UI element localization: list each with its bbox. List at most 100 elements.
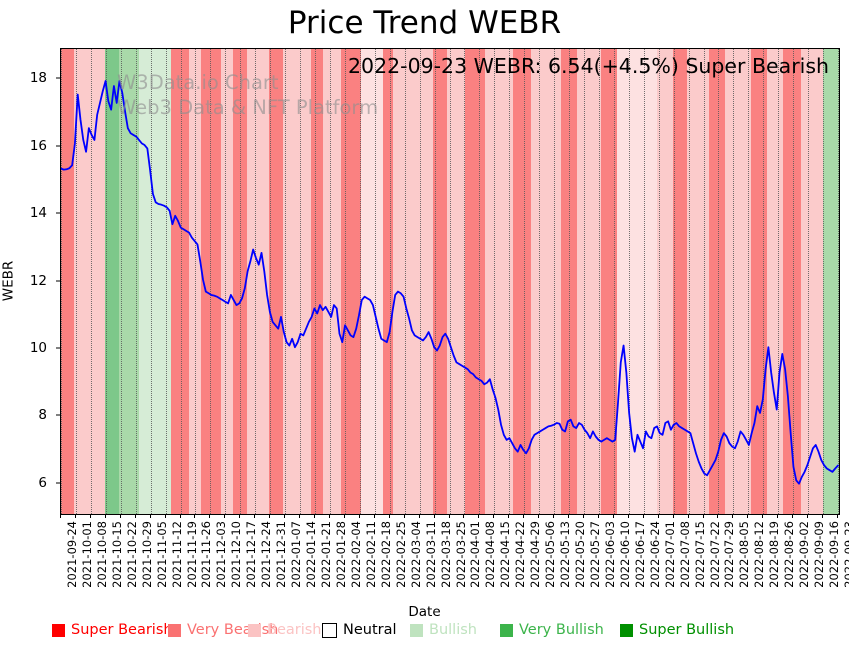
gridline-vertical [105,49,107,514]
sentiment-band [341,49,361,514]
x-axis-tick [299,514,301,518]
gridline-vertical [389,49,391,514]
sentiment-band [673,49,687,514]
legend-item[interactable]: Bearish [248,617,322,643]
x-axis-tick [314,514,316,518]
x-axis-tick-label: 2022-05-13 [558,521,573,588]
legend-item[interactable]: Neutral [322,617,397,643]
gridline-vertical [285,49,287,514]
x-axis-tick-label: 2022-07-22 [707,521,722,588]
x-axis-tick [448,514,450,518]
x-axis-tick [209,514,211,518]
gridline-vertical [509,49,511,514]
x-axis-tick-label: 2021-12-31 [274,521,289,588]
y-axis-tick [56,414,60,416]
x-axis-tick [194,514,196,518]
x-axis-tick-label: 2022-03-11 [423,521,438,588]
x-axis-tick [657,514,659,518]
plot-area: W3Data.io Chart Web3 Data & NFT Platform… [60,48,840,515]
sentiment-band [189,49,201,514]
sentiment-band [531,49,561,514]
x-axis-tick-label: 2021-10-15 [109,521,124,588]
sentiment-band [383,49,393,514]
legend-label: Very Bullish [519,622,604,638]
gridline-vertical [643,49,645,514]
gridline-vertical [165,49,167,514]
legend-item[interactable]: Very Bullish [500,617,604,643]
y-axis-tick-label: 16 [29,137,47,154]
gridline-vertical [434,49,436,514]
x-axis-tick-label: 2022-08-26 [782,521,797,588]
x-axis-tick [702,514,704,518]
x-axis-tick [433,514,435,518]
sentiment-band [361,49,383,514]
gridline-vertical [300,49,302,514]
x-axis-tick [358,514,360,518]
gridline-vertical [120,49,122,514]
y-axis-tick-label: 14 [29,205,47,222]
x-axis-tick [672,514,674,518]
price-line-series [61,80,839,485]
x-axis-tick [328,514,330,518]
x-axis-tick-label: 2022-01-14 [304,521,319,588]
x-axis-tick-label: 2022-07-29 [722,521,737,588]
x-axis-tick-label: 2022-07-01 [662,521,677,588]
y-axis: 6 8 10 12 14 16 18 [0,48,60,513]
x-axis-tick [732,514,734,518]
sentiment-band [247,49,269,514]
gridline-vertical [778,49,780,514]
gridline-vertical [733,49,735,514]
x-axis-tick [89,514,91,518]
sentiment-band [801,49,823,514]
x-axis-tick-label: 2022-02-11 [363,521,378,588]
sentiment-band [105,49,119,514]
x-axis-tick-label: 2022-08-19 [767,521,782,588]
legend-item[interactable]: Super Bearish [52,617,173,643]
x-axis-tick [807,514,809,518]
x-axis-tick-label: 2022-09-02 [797,521,812,588]
y-axis-tick-label: 12 [29,272,47,289]
x-axis-tick [478,514,480,518]
x-axis-tick-label: 2022-07-15 [692,521,707,588]
x-axis-tick-label: 2022-08-12 [752,521,767,588]
sentiment-band [709,49,725,514]
gridline-vertical [315,49,317,514]
y-axis-tick [56,482,60,484]
legend-item[interactable]: Bullish [410,617,477,643]
x-axis-tick [104,514,106,518]
gridline-vertical [539,49,541,514]
sentiment-band [283,49,311,514]
x-axis-tick-label: 2022-04-22 [513,521,528,588]
gridline-vertical [135,49,137,514]
legend-label: Neutral [343,622,397,638]
x-axis-tick [508,514,510,518]
x-axis-tick-label: 2022-01-07 [289,521,304,588]
x-axis-tick [553,514,555,518]
gridline-vertical [225,49,227,514]
x-axis-tick-label: 2022-03-04 [408,521,423,588]
x-axis-tick [582,514,584,518]
y-axis-tick [56,212,60,214]
x-axis-tick-label: 2022-04-01 [468,521,483,588]
sentiment-band [687,49,709,514]
legend-item[interactable]: Super Bullish [620,617,734,643]
gridline-vertical [255,49,257,514]
x-axis-tick [224,514,226,518]
gridline-vertical [569,49,571,514]
x-axis-tick [717,514,719,518]
x-axis-tick [792,514,794,518]
gridline-vertical [344,49,346,514]
y-axis-tick [56,280,60,281]
gridline-vertical [479,49,481,514]
gridline-vertical [748,49,750,514]
legend-color-swatch [410,623,423,637]
x-axis-tick [343,514,345,518]
x-axis-tick-label: 2022-05-20 [573,521,588,588]
x-axis-tick [74,514,76,518]
x-axis-tick-label: 2021-11-19 [184,521,199,588]
x-axis-tick [762,514,764,518]
gridline-vertical [150,49,152,514]
legend-label: Super Bearish [71,622,173,638]
gridline-vertical [404,49,406,514]
